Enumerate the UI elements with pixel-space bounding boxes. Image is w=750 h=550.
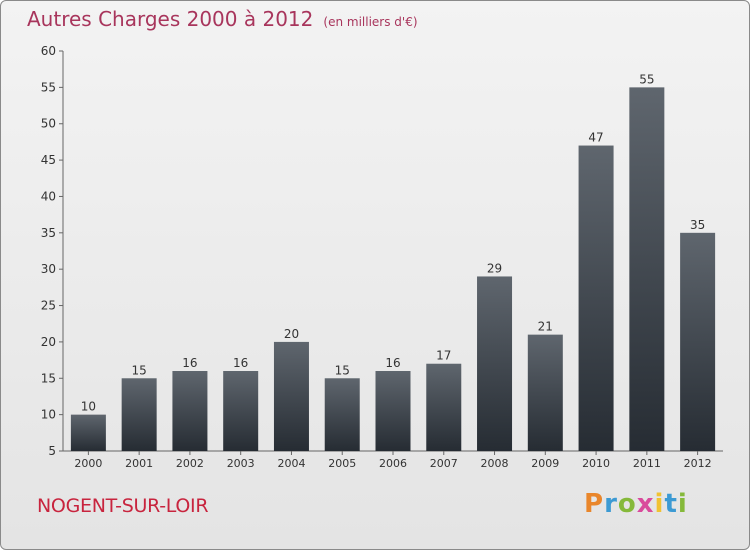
- bar-value-label: 20: [284, 327, 299, 341]
- chart-title-text: Autres Charges 2000 à 2012: [27, 7, 314, 31]
- proxiti-logo: Proxiti: [584, 489, 688, 519]
- logo-letter: t: [664, 489, 678, 519]
- bar-value-label: 16: [385, 356, 400, 370]
- y-tick-label: 35: [41, 226, 56, 240]
- logo-letter: P: [584, 489, 605, 519]
- logo-letter: r: [604, 489, 618, 519]
- logo-letter: i: [654, 489, 665, 519]
- bar-value-label: 17: [436, 349, 451, 363]
- bar: [680, 232, 716, 451]
- bar: [172, 371, 208, 451]
- x-tick-label: 2010: [582, 457, 610, 470]
- logo-letter: x: [636, 489, 655, 519]
- x-tick-label: 2008: [481, 457, 509, 470]
- bar-value-label: 55: [639, 72, 654, 86]
- y-tick-label: 15: [41, 371, 56, 385]
- y-tick-label: 40: [41, 189, 56, 203]
- bar: [223, 371, 259, 451]
- bar-value-label: 35: [690, 218, 705, 232]
- bar: [527, 334, 563, 451]
- x-tick-label: 2011: [633, 457, 661, 470]
- bar-value-label: 15: [132, 363, 147, 377]
- x-tick-label: 2005: [328, 457, 356, 470]
- bar: [273, 341, 309, 451]
- bar-value-label: 47: [588, 131, 603, 145]
- y-tick-label: 10: [41, 408, 56, 422]
- bar-value-label: 10: [81, 400, 96, 414]
- bar: [375, 371, 411, 451]
- x-tick-label: 2001: [125, 457, 153, 470]
- bar: [629, 87, 665, 451]
- y-tick-label: 20: [41, 335, 56, 349]
- x-tick-label: 2009: [531, 457, 559, 470]
- y-tick-label: 5: [48, 444, 56, 458]
- y-tick-label: 30: [41, 262, 56, 276]
- bar: [70, 414, 106, 451]
- logo-letter: o: [617, 489, 637, 519]
- x-tick-label: 2000: [74, 457, 102, 470]
- chart-title: Autres Charges 2000 à 2012 (en milliers d…: [27, 7, 418, 31]
- bar: [578, 145, 614, 451]
- bar-value-label: 15: [335, 363, 350, 377]
- town-name: NOGENT-SUR-LOIR: [37, 495, 209, 517]
- y-tick-label: 45: [41, 153, 56, 167]
- bar: [121, 378, 157, 451]
- x-tick-label: 2002: [176, 457, 204, 470]
- x-tick-label: 2012: [684, 457, 712, 470]
- bar-value-label: 16: [182, 356, 197, 370]
- bar-value-label: 16: [233, 356, 248, 370]
- x-tick-label: 2006: [379, 457, 407, 470]
- logo-letter: i: [677, 489, 688, 519]
- bar-value-label: 29: [487, 261, 502, 275]
- y-tick-label: 50: [41, 117, 56, 131]
- bar: [426, 363, 462, 451]
- y-tick-label: 60: [41, 44, 56, 58]
- y-tick-label: 25: [41, 299, 56, 313]
- bar-value-label: 21: [538, 320, 553, 334]
- x-tick-label: 2007: [430, 457, 458, 470]
- bar: [324, 378, 360, 451]
- x-tick-label: 2003: [227, 457, 255, 470]
- x-tick-label: 2004: [277, 457, 305, 470]
- y-tick-label: 55: [41, 80, 56, 94]
- bar: [477, 276, 513, 451]
- chart-subtitle: (en milliers d'€): [323, 15, 418, 29]
